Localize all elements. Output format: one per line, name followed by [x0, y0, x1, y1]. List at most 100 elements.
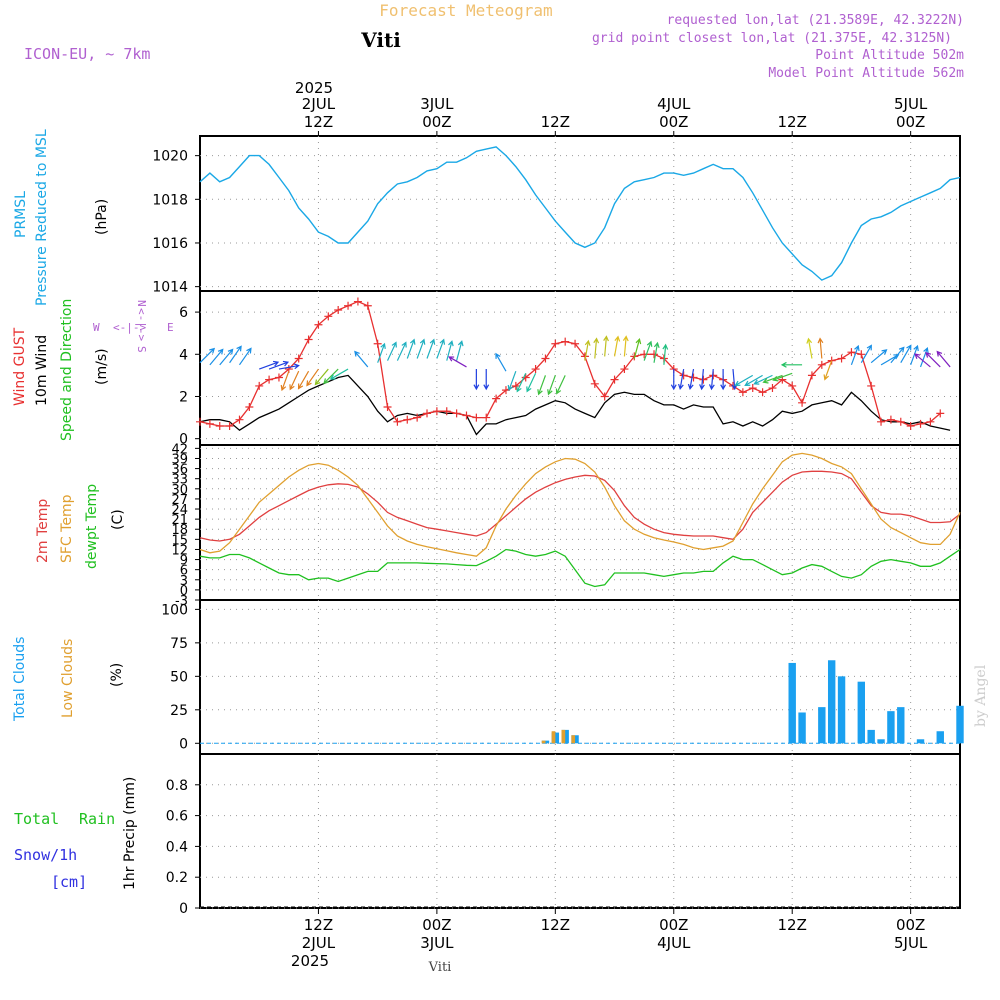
- wind-arrow: [259, 360, 280, 370]
- gust-marker: [561, 337, 570, 346]
- wind-arrow: [900, 344, 912, 364]
- bottom-date-label: 4JUL: [657, 934, 691, 952]
- total-cloud-bar: [798, 712, 806, 744]
- total-cloud-bar: [827, 660, 836, 744]
- precip-axis-labels: Total Rain Snow/1h [cm] 1hr Precip (mm): [14, 777, 138, 891]
- gust-marker: [314, 320, 323, 329]
- wind-arrow: [633, 337, 642, 359]
- gust-marker: [689, 373, 698, 382]
- low-clouds-label: Low Clouds: [60, 639, 76, 718]
- wind-arrow: [537, 375, 547, 396]
- temp-axis-labels: 2m Temp SFC Temp dewpt Temp (C): [35, 484, 126, 569]
- gust-marker: [867, 381, 876, 390]
- gust-marker: [857, 350, 866, 359]
- gust-marker: [541, 354, 550, 363]
- gust-marker: [679, 371, 688, 380]
- wind-arrow: [314, 368, 329, 386]
- wind-arrow: [555, 375, 566, 395]
- wind-arrow: [229, 345, 242, 364]
- gust-marker: [363, 301, 372, 310]
- total-cloud-bar: [887, 711, 895, 744]
- y-tick-label: 0.8: [166, 778, 188, 794]
- gust-marker: [344, 301, 353, 310]
- total-cloud-bar: [877, 739, 885, 744]
- pressure-axis-labels: PRMSL Pressure Reduced to MSL (hPa): [13, 129, 110, 306]
- gust-line: [199, 300, 941, 427]
- y-tick-label: 3: [180, 574, 188, 589]
- pressure-label-line1: PRMSL: [13, 191, 29, 238]
- wind-arrow: [495, 352, 507, 372]
- gust-marker: [255, 381, 264, 390]
- bottom-date-label: 2JUL: [302, 934, 336, 952]
- gust-marker: [748, 384, 757, 393]
- wind-arrow: [687, 368, 695, 390]
- location-title: Viti: [360, 28, 401, 52]
- y-tick-label: 0: [179, 901, 188, 917]
- pressure-label-line2: Pressure Reduced to MSL: [34, 129, 50, 306]
- low-cloud-bar: [541, 740, 546, 744]
- wind-arrow: [483, 369, 490, 391]
- wind-arrow: [354, 350, 369, 368]
- y-tick-label: 1016: [152, 236, 188, 252]
- panel-clouds: 0 25 50 75 100: [161, 599, 964, 755]
- snow-label: Snow/1h: [14, 846, 77, 864]
- gust-marker: [590, 379, 599, 388]
- cloud-axis-labels: Total Clouds Low Clouds (%): [12, 637, 125, 722]
- gust-marker: [758, 388, 767, 397]
- sfc-line: [199, 452, 961, 557]
- gust-marker: [353, 297, 362, 306]
- wind-arrow: [860, 344, 872, 364]
- wind-arrow: [436, 338, 446, 359]
- gust-marker: [215, 422, 224, 431]
- wind-arrow: [593, 337, 600, 359]
- wind-arrow: [238, 347, 252, 366]
- y-tick-label: 21: [171, 513, 188, 528]
- y-tick-label: 75: [170, 636, 188, 652]
- snow-unit-label: [cm]: [51, 873, 87, 891]
- wind-arrow: [653, 341, 660, 363]
- wind-arrow: [268, 360, 290, 370]
- gust-marker: [817, 360, 826, 369]
- panel-pressure: 1014 1016 1018 1020: [152, 135, 961, 296]
- y-tick-label: 39: [171, 452, 188, 467]
- gust-label: Wind GUST: [12, 327, 28, 406]
- low-cloud-bar: [551, 731, 556, 744]
- compass-west: W: [93, 321, 100, 334]
- gust-marker: [294, 354, 303, 363]
- y-tick-label: 6: [180, 564, 188, 579]
- gust-marker: [916, 419, 925, 428]
- wind-arrow: [278, 363, 300, 370]
- top-hour-label: 00Z: [422, 113, 451, 131]
- panel-frame-wind: [199, 290, 961, 446]
- wind-arrow: [448, 356, 467, 368]
- wind-arrow: [850, 344, 860, 366]
- gust-marker: [521, 373, 530, 382]
- top-hour-label: 12Z: [541, 113, 570, 131]
- top-hour-label: 12Z: [778, 113, 807, 131]
- gust-marker: [768, 384, 777, 393]
- bottom-date-label: 3JUL: [420, 934, 454, 952]
- total-cloud-bar: [857, 681, 865, 744]
- total-cloud-bar: [788, 662, 796, 744]
- wind-arrow: [643, 340, 653, 361]
- top-date-label: 4JUL: [657, 95, 691, 113]
- y-tick-label: 0.2: [166, 870, 188, 886]
- gust-marker: [324, 312, 333, 321]
- wind-arrow: [744, 374, 763, 387]
- y-tick-label: 4: [179, 347, 188, 363]
- wind-arrow: [762, 374, 783, 384]
- gust-marker: [423, 409, 432, 418]
- wind-arrow: [720, 369, 727, 391]
- compass-vertical: <-|->: [135, 308, 148, 341]
- wind-arrow: [473, 369, 480, 391]
- y-tick-label: 0.6: [166, 809, 188, 825]
- temp-unit: (C): [110, 509, 126, 530]
- wind-arrow: [456, 340, 464, 361]
- compass-north: N: [135, 300, 148, 307]
- total-cloud-bar: [837, 676, 846, 744]
- wind-arrow: [708, 369, 715, 391]
- gust-marker: [847, 348, 856, 357]
- bottom-hour-label: 12Z: [778, 916, 807, 934]
- y-tick-label: 0.4: [166, 839, 188, 855]
